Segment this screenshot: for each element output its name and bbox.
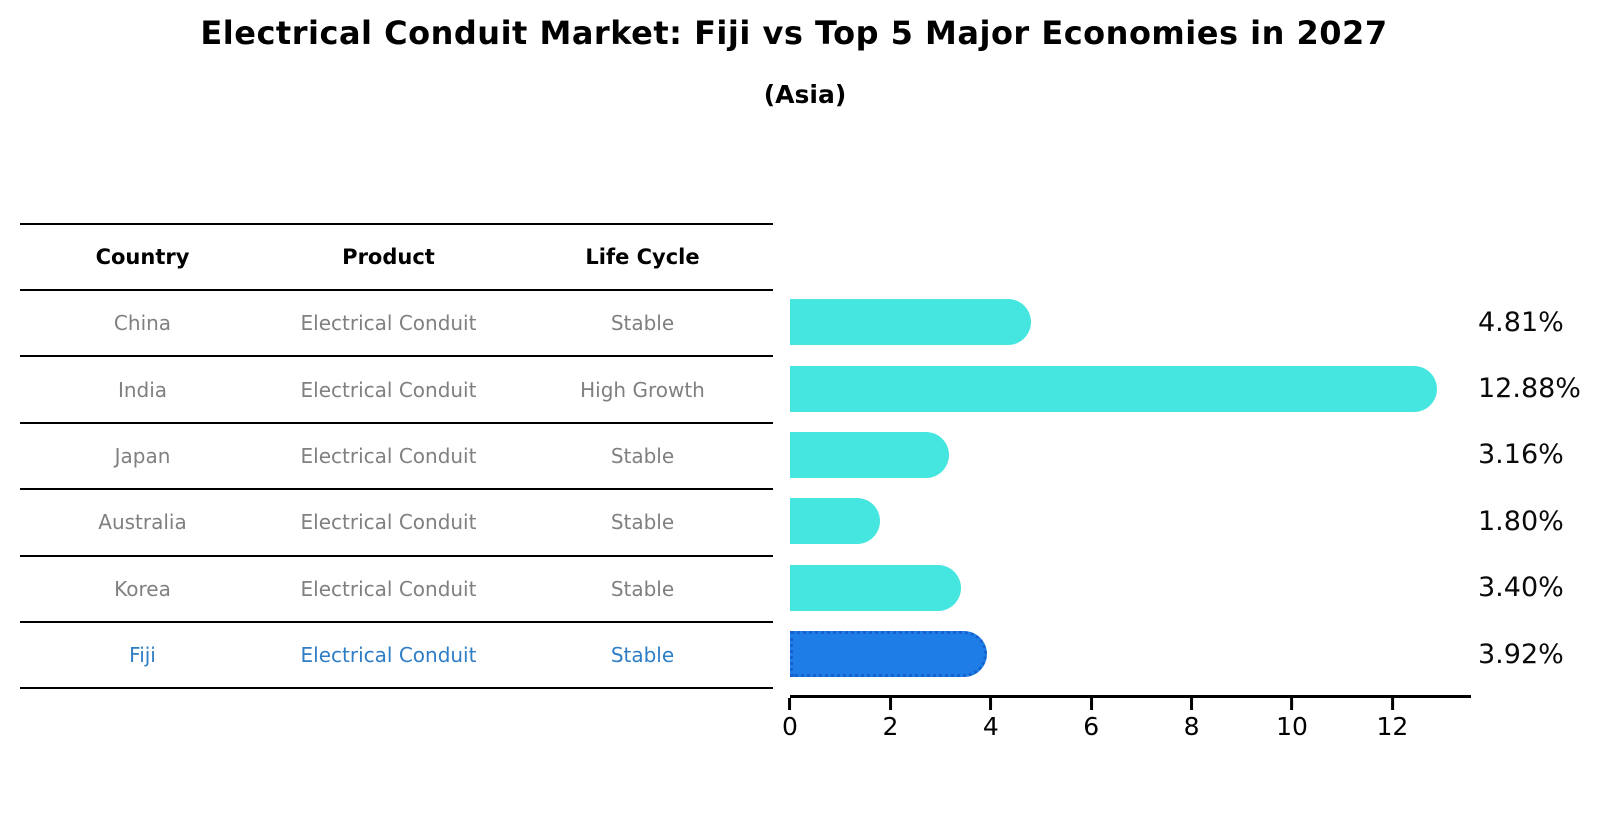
table-row-australia: Australia Electrical Conduit Stable [20, 490, 773, 557]
x-tick-label: 0 [782, 712, 798, 741]
header-country: Country [95, 245, 190, 269]
table-row-china: China Electrical Conduit Stable [20, 291, 773, 358]
x-tick-label: 12 [1376, 712, 1409, 741]
header-life-cycle: Life Cycle [585, 245, 700, 269]
table-row-japan: Japan Electrical Conduit Stable [20, 424, 773, 491]
x-tick-8: 8 [1184, 698, 1200, 741]
x-tick-12: 12 [1376, 698, 1408, 741]
table-row-korea: Korea Electrical Conduit Stable [20, 557, 773, 623]
x-tick-label: 2 [882, 712, 899, 741]
x-tick-label: 4 [982, 712, 999, 741]
x-tick-mark [888, 698, 892, 710]
x-tick-10: 10 [1276, 698, 1308, 741]
cell-life-cycle: Stable [610, 443, 675, 468]
x-tick-label: 10 [1276, 712, 1308, 741]
value-label-fiji: 3.92% [1478, 638, 1564, 670]
x-tick-label: 8 [1183, 712, 1200, 741]
comparison-table: Country Product Life Cycle China Electri… [20, 223, 773, 690]
cell-country: India [117, 377, 168, 402]
value-label-australia: 1.80% [1478, 505, 1564, 537]
bar-india [790, 365, 1437, 412]
x-axis-line [790, 695, 1471, 698]
value-label-japan: 3.16% [1478, 439, 1564, 471]
cell-product: Electrical Conduit [300, 443, 477, 468]
bar-china [790, 299, 1032, 346]
cell-country: Fiji [129, 643, 156, 668]
x-tick-mark [989, 698, 993, 710]
table-row-india: India Electrical Conduit High Growth [20, 357, 773, 424]
header-product: Product [342, 245, 435, 269]
cell-life-cycle: Stable [610, 510, 675, 535]
bar-fiji [790, 631, 987, 678]
x-tick-mark [1089, 698, 1093, 710]
cell-life-cycle: Stable [610, 643, 675, 668]
cell-product: Electrical Conduit [300, 643, 477, 668]
cell-product: Electrical Conduit [300, 311, 477, 336]
cell-country: Japan [114, 443, 171, 468]
table-header-row: Country Product Life Cycle [20, 225, 773, 291]
value-label-korea: 3.40% [1478, 572, 1564, 604]
x-tick-mark [788, 698, 792, 710]
cell-country: China [113, 311, 172, 336]
x-tick-mark [1290, 698, 1294, 710]
cell-country: Korea [114, 576, 171, 601]
cell-product: Electrical Conduit [300, 377, 477, 402]
x-tick-0: 0 [782, 698, 798, 741]
cell-life-cycle: Stable [610, 311, 675, 336]
x-tick-6: 6 [1083, 698, 1099, 741]
bar-korea [790, 564, 961, 611]
x-tick-2: 2 [882, 698, 898, 741]
value-label-india: 12.88% [1478, 373, 1581, 405]
cell-life-cycle: Stable [610, 576, 675, 601]
chart-title: Electrical Conduit Market: Fiji vs Top 5… [200, 14, 1388, 52]
value-label-china: 4.81% [1478, 306, 1564, 338]
chart-subtitle: (Asia) [763, 80, 847, 109]
cell-life-cycle: High Growth [580, 377, 705, 402]
cell-product: Electrical Conduit [300, 510, 477, 535]
table-row-fiji: Fiji Electrical Conduit Stable [20, 623, 773, 690]
x-tick-4: 4 [983, 698, 999, 741]
x-tick-mark [1190, 698, 1194, 710]
bar-japan [790, 432, 949, 478]
cell-country: Australia [98, 510, 187, 535]
x-tick-label: 6 [1083, 712, 1100, 741]
bar-australia [790, 498, 881, 545]
cell-product: Electrical Conduit [300, 576, 477, 601]
x-tick-mark [1390, 698, 1394, 710]
